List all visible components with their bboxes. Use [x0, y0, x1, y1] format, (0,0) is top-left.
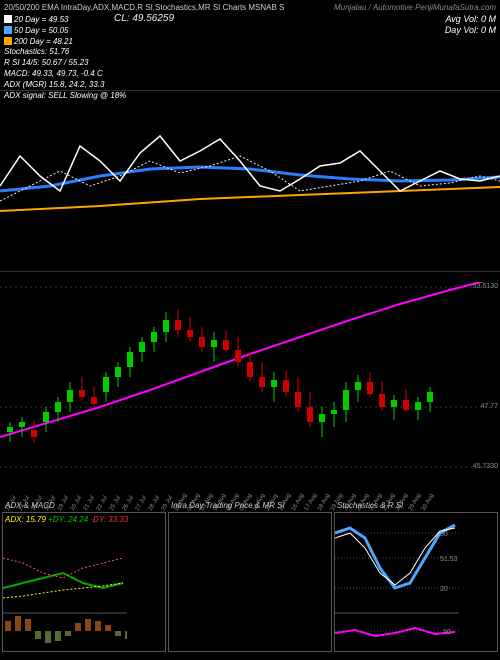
adx-value: ADX (MGR) 15.8, 24.2, 33.3 [4, 80, 105, 89]
candlestick-chart: 53.6130 47.77 45.7330 [0, 282, 500, 482]
ma20-label: 20 Day = 49.53 [14, 15, 68, 24]
date-label: 25 Jul [109, 495, 122, 512]
date-label: 26 Jul [122, 495, 135, 512]
chart-source: Munjalau / Automotive PenjiMunafaSutra.c… [334, 3, 496, 12]
date-label: 22 Jul [96, 495, 109, 512]
macd-value: MACD: 49.33, 49.73, -0.4 C [4, 69, 103, 78]
close-value: CL: 49.56259 [114, 13, 174, 24]
rsi-value: R SI 14/5: 50.67 / 55.23 [4, 58, 89, 67]
stochastics-panel: Stochastics & R SI 8051.532050 [334, 512, 498, 652]
ma200-swatch [4, 37, 12, 45]
ma200-label: 200 Day = 48.21 [14, 37, 73, 46]
svg-text:50: 50 [443, 629, 451, 636]
ma50-label: 50 Day = 50.05 [14, 26, 68, 35]
avg-vol: Avg Vol: 0 M [445, 14, 496, 24]
date-label: 19 Jul [57, 495, 70, 512]
date-label: 20 Jul [70, 495, 83, 512]
date-label: 28 Jul [148, 495, 161, 512]
price-label: 45.7330 [473, 463, 498, 470]
day-vol: Day Vol: 0 M [445, 25, 496, 35]
panel-title: Stochastics & R SI [337, 501, 403, 510]
price-label: 53.6130 [473, 283, 498, 290]
ma50-swatch [4, 26, 12, 34]
adx-macd-panel: ADX & MACD ADX: 15.79 +DY: 24.24 -DY: 33… [2, 512, 166, 652]
date-label: 30 Aug [421, 493, 436, 512]
header: 20/50/200 EMA IntraDay,ADX,MACD,R SI,Sto… [0, 0, 500, 90]
indicator-panels: ADX & MACD ADX: 15.79 +DY: 24.24 -DY: 33… [0, 512, 500, 652]
intraday-panel: Intra Day Trading Price & MR SI [168, 512, 332, 652]
date-label: 21 Jul [83, 495, 96, 512]
moving-average-chart [0, 90, 500, 272]
ma20-swatch [4, 15, 12, 23]
panel-title: ADX & MACD [5, 501, 55, 510]
adx-readout: ADX: 15.79 +DY: 24.24 -DY: 33.33 [5, 515, 128, 524]
svg-text:20: 20 [440, 586, 448, 593]
stochastics-value: Stochastics: 51.76 [4, 47, 69, 56]
svg-text:51.53: 51.53 [440, 556, 458, 563]
chart-title: 20/50/200 EMA IntraDay,ADX,MACD,R SI,Sto… [4, 3, 284, 12]
panel-title: Intra Day Trading Price & MR SI [171, 501, 285, 510]
price-label: 47.77 [480, 403, 498, 410]
date-label: 27 Jul [135, 495, 148, 512]
